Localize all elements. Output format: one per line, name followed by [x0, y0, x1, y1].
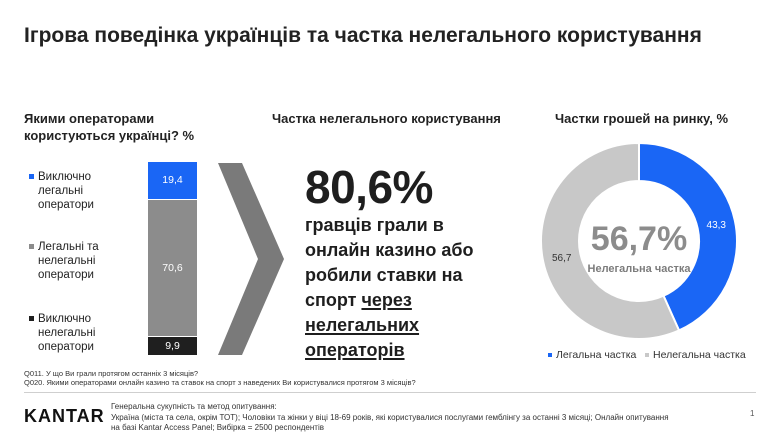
legend-square-icon: [29, 174, 34, 179]
description-text: гравців грали в онлайн казино або робили…: [305, 215, 474, 310]
donut-value-label: 43,3: [707, 220, 727, 231]
description-underlined-text: через нелегальних операторів: [305, 290, 420, 360]
bar-segment: 19,4: [148, 162, 197, 199]
donut-slice: [638, 143, 737, 332]
bar-value-label: 19,4: [162, 174, 183, 187]
legend-square-icon: [548, 353, 552, 357]
methodology-text: Україна (міста та села, окрім ТОТ); Чоло…: [111, 412, 669, 433]
legend-item-legal-and-illegal: Легальні та нелегальні оператори: [29, 240, 138, 282]
legend-item-illegal-only: Виключно нелегальні оператори: [29, 312, 138, 354]
legend-label: Легальні та нелегальні оператори: [38, 241, 99, 281]
legend-label: Легальна частка: [556, 349, 637, 361]
legend-label: Нелегальна частка: [653, 349, 746, 361]
legend-item-legal-only: Виключно легальні оператори: [29, 170, 138, 212]
bar-value-label: 70,6: [162, 261, 183, 274]
donut-center-value: 56,7%: [590, 220, 688, 258]
methodology-note: Генеральна сукупність та метод опитуванн…: [111, 402, 671, 434]
market-share-title: Частки грошей на ринку, %: [555, 111, 729, 126]
question-note: Q020. Якими операторами онлайн казино та…: [24, 378, 416, 387]
legend-label: Виключно легальні оператори: [38, 171, 94, 211]
footer-divider: [24, 392, 756, 393]
bar-segment: 9,9: [148, 336, 197, 355]
illegal-usage-percent: 80,6%: [305, 161, 433, 213]
legend-square-icon: [29, 244, 34, 249]
legend-square-icon: [29, 316, 34, 321]
donut-legend-illegal: Нелегальна частка: [645, 349, 746, 361]
operators-chart-title: Якими операторами користуються українці?…: [24, 111, 195, 143]
donut-value-label: 56,7: [552, 253, 572, 264]
question-note: Q011. У що Ви грали протягом останніх 3 …: [24, 369, 199, 378]
bar-value-label: 9,9: [165, 339, 180, 352]
illegal-usage-title: Частка нелегального користування: [272, 111, 501, 126]
illegal-usage-description: гравців грали в онлайн казино або робили…: [305, 213, 505, 363]
donut-legend-legal: Легальна частка: [548, 349, 636, 361]
page-title: Ігрова поведінка українців та частка нел…: [24, 24, 702, 47]
legend-square-icon: [645, 353, 649, 357]
page-number: 1: [750, 409, 755, 418]
methodology-heading: Генеральна сукупність та метод опитуванн…: [111, 402, 277, 411]
bar-segment: 70,6: [148, 199, 197, 336]
donut-slice: [541, 143, 681, 339]
chevron-arrow-icon: [218, 163, 284, 355]
kantar-logo: KANTAR: [24, 406, 105, 426]
donut-center-label: Нелегальна частка: [587, 263, 691, 275]
donut-chart: 43,3 56,7: [541, 143, 737, 339]
stacked-bar: 19,4 70,6 9,9: [148, 162, 197, 356]
legend-label: Виключно нелегальні оператори: [38, 313, 96, 353]
